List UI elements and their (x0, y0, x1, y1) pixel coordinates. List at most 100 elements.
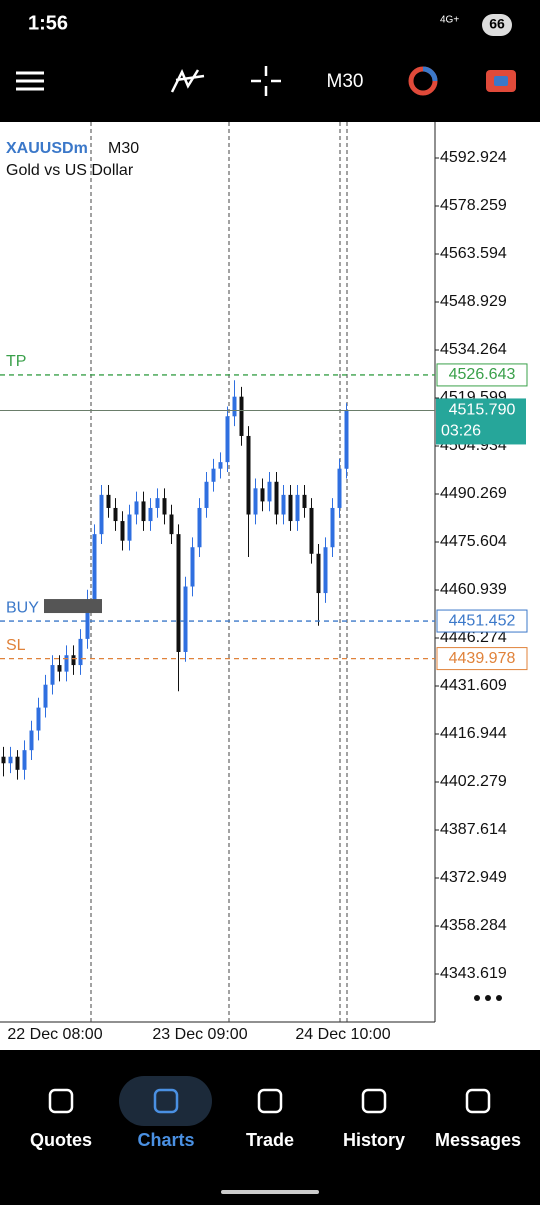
level-name: TP (6, 353, 26, 370)
candle-body (134, 501, 139, 515)
nav-icon (48, 1088, 74, 1114)
candle-body (99, 494, 104, 535)
battery (482, 14, 512, 36)
nav-label[interactable]: Quotes (30, 1130, 92, 1150)
candle-body (36, 707, 41, 731)
candle-body (15, 756, 20, 770)
candle-body (64, 655, 69, 672)
indicators-icon[interactable] (170, 69, 205, 93)
level-price-box (436, 647, 528, 671)
timeframe-button[interactable]: M30 (327, 71, 364, 92)
nav-icon (465, 1088, 491, 1114)
y-tick-label: 4416.944 (440, 725, 507, 742)
menu-icon[interactable] (16, 71, 44, 91)
candle-body (106, 494, 111, 508)
candle-body (120, 521, 125, 541)
candle-body (169, 514, 174, 535)
symbol-description: Gold vs US Dollar (6, 162, 134, 179)
candle-body (211, 468, 216, 482)
x-tick-label: 24 Dec 10:00 (295, 1026, 390, 1043)
chart-area (0, 122, 540, 1050)
candle-body (204, 481, 209, 508)
y-tick-label: 4490.269 (440, 485, 507, 502)
y-tick-label: 4592.924 (440, 149, 507, 166)
candle-body (253, 488, 258, 515)
active-tab-bg (119, 1076, 212, 1126)
y-tick-label: 4475.604 (440, 533, 507, 550)
bottom-nav (0, 1050, 540, 1200)
buy-volume-badge (44, 599, 102, 614)
nav-icon (257, 1088, 283, 1114)
y-tick-label: 4343.619 (440, 965, 507, 982)
status-battery: 66 (489, 16, 505, 32)
candle-body (225, 416, 230, 463)
y-tick-label: 4563.594 (440, 245, 507, 262)
y-tick-label: 4578.259 (440, 197, 507, 214)
current-price: 4515.790 (449, 402, 516, 419)
status-time: 1:56 (28, 12, 68, 34)
candle-body (22, 750, 27, 770)
chart-timeframe: M30 (108, 140, 139, 157)
level-price: 4526.643 (449, 366, 516, 383)
level-price: 4439.978 (449, 650, 516, 667)
candle-body (71, 655, 76, 666)
candle-body (50, 665, 55, 685)
candle-body (197, 507, 202, 548)
y-tick-label: 4548.929 (440, 293, 507, 310)
candle-body (148, 507, 153, 522)
crosshair-icon[interactable] (251, 66, 281, 96)
level-name: BUY (6, 599, 39, 616)
level-price-box (436, 363, 528, 387)
y-tick-label: 4431.609 (440, 677, 507, 694)
level-name: SL (6, 637, 26, 654)
candle-body (8, 756, 13, 764)
level-price-box (436, 609, 528, 633)
candle-body (323, 547, 328, 594)
candle-body (330, 507, 335, 548)
current-price-box (436, 398, 526, 445)
x-tick-label: 22 Dec 08:00 (7, 1026, 102, 1043)
candle-body (113, 507, 118, 522)
candle-body (316, 553, 321, 594)
x-tick-label: 23 Dec 09:00 (152, 1026, 247, 1043)
nav-label[interactable]: History (343, 1130, 405, 1150)
candle-body (127, 514, 132, 541)
candle-body (302, 494, 307, 508)
candle-body (29, 730, 34, 751)
candle-body (162, 498, 167, 515)
candle-body (1, 756, 6, 764)
y-tick-label: 4460.939 (440, 581, 507, 598)
more-icon[interactable] (474, 995, 502, 1001)
y-tick-label: 4372.949 (440, 869, 507, 886)
candle-body (176, 534, 181, 652)
candle-body (190, 547, 195, 587)
candle-body (344, 410, 349, 469)
candle-body (155, 498, 160, 508)
y-tick-label: 4534.264 (440, 341, 507, 358)
status-network: 4G+ (440, 15, 459, 26)
y-tick-label: 4402.279 (440, 773, 507, 790)
level-price: 4451.452 (449, 612, 516, 629)
nav-icon (361, 1088, 387, 1114)
nav-label[interactable]: Charts (137, 1130, 194, 1150)
candle-body (260, 488, 265, 502)
y-tick-label: 4358.284 (440, 917, 507, 934)
trade-icon-part (494, 76, 508, 86)
objects-icon-part (422, 66, 438, 82)
nav-label[interactable]: Trade (246, 1130, 294, 1150)
candle-body (57, 665, 62, 672)
candle-body (78, 638, 83, 666)
candle-body (267, 481, 272, 502)
candle-body (337, 468, 342, 508)
candle-timer: 03:26 (441, 423, 481, 440)
home-indicator (221, 1190, 319, 1194)
y-tick-label: 4446.274 (440, 629, 507, 646)
candle-body (295, 494, 300, 522)
candle-body (246, 435, 251, 515)
nav-label[interactable]: Messages (435, 1130, 521, 1150)
candle-body (232, 396, 237, 417)
candle-body (43, 684, 48, 708)
candle-body (239, 396, 244, 436)
